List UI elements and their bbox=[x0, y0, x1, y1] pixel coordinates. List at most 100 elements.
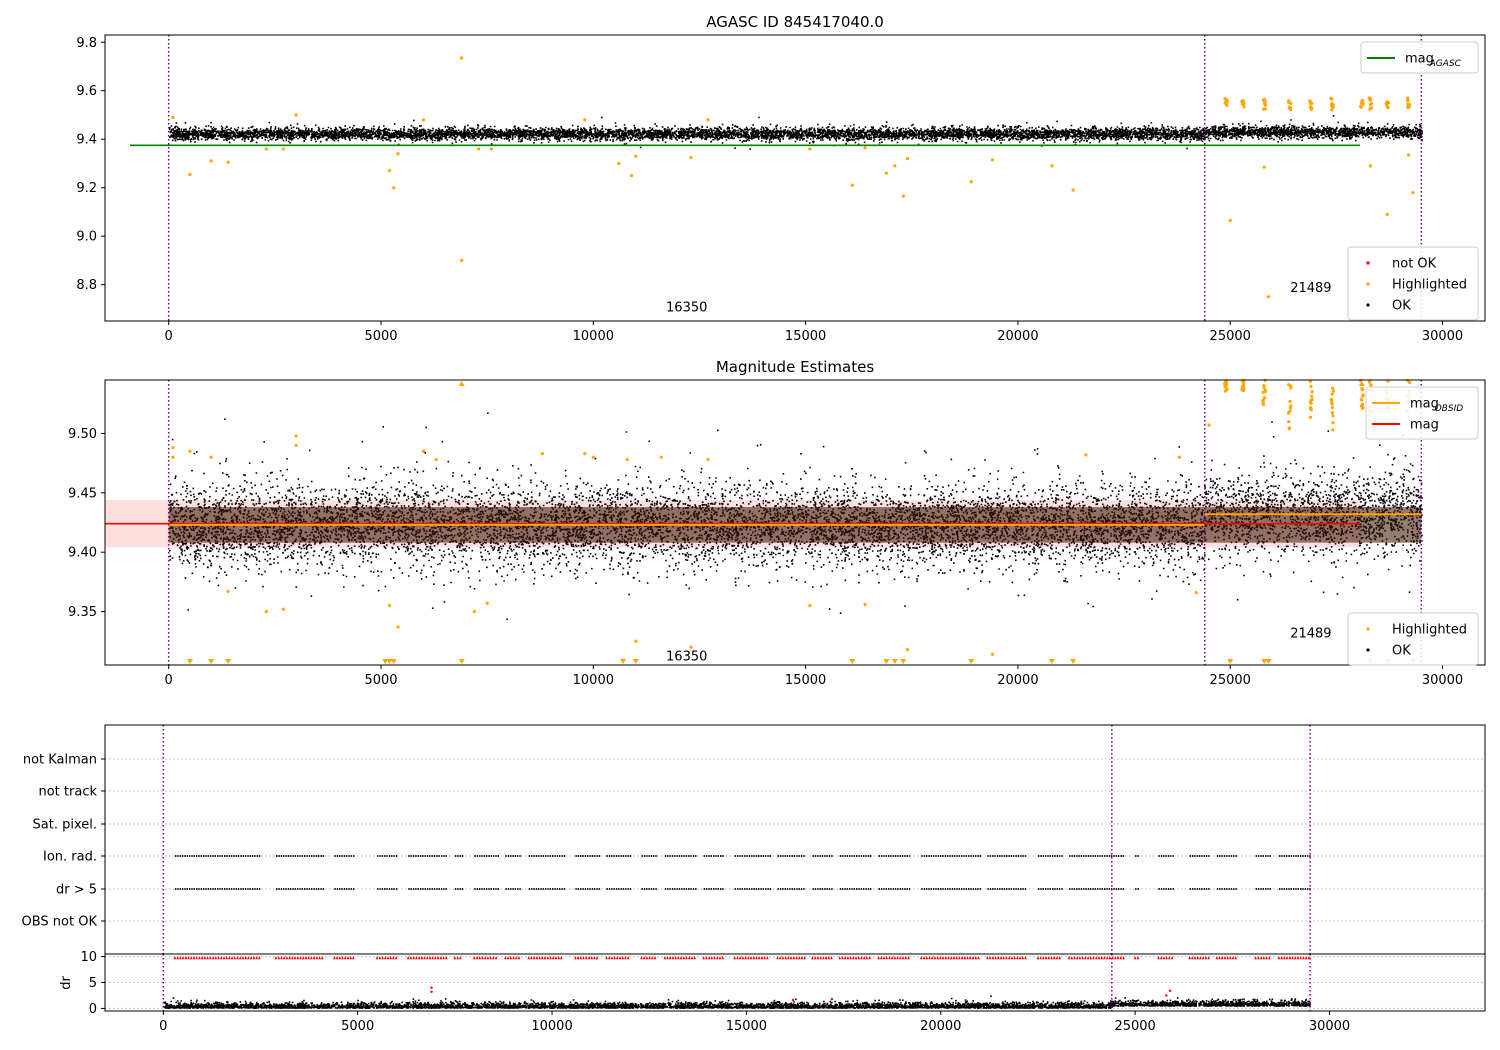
x-tick-label: 0 bbox=[159, 1019, 167, 1034]
x-tick-label: 30000 bbox=[1422, 673, 1463, 688]
y-tick-label: 9.0 bbox=[76, 230, 97, 245]
highlighted-point bbox=[1360, 388, 1364, 392]
highlighted-point bbox=[1385, 103, 1389, 107]
highlighted-point bbox=[477, 147, 481, 151]
highlighted-point bbox=[990, 158, 995, 162]
flag-row-label: not Kalman bbox=[23, 753, 97, 768]
flag-row-label: not track bbox=[38, 785, 97, 800]
y-tick-label: 9.8 bbox=[76, 36, 97, 51]
highlighted-point bbox=[1287, 420, 1291, 424]
flag-points bbox=[175, 855, 1311, 857]
x-tick-label: 15000 bbox=[785, 673, 826, 688]
highlighted-point bbox=[281, 147, 285, 151]
dr-outlier-point bbox=[430, 990, 433, 994]
highlighted-point bbox=[1308, 379, 1312, 383]
highlighted-point bbox=[905, 647, 910, 652]
highlighted-point bbox=[1177, 455, 1181, 459]
highlighted-point bbox=[634, 639, 638, 643]
y-tick-label: 9.6 bbox=[76, 84, 97, 99]
chart-title: Magnitude Estimates bbox=[716, 358, 874, 376]
highlighted-point bbox=[1310, 394, 1314, 398]
dr-outlier-point bbox=[830, 997, 834, 1001]
x-tick-label: 5000 bbox=[341, 1019, 374, 1034]
highlighted-point bbox=[1288, 106, 1292, 110]
out-of-range-down-marker bbox=[1261, 659, 1268, 664]
flags-panel: not Kalman not track Sat. pixel. Ion. rad. d… bbox=[22, 724, 1486, 955]
y-tick-label: 8.8 bbox=[76, 278, 97, 293]
y-tick-label: 9.45 bbox=[68, 486, 97, 501]
highlighted-point bbox=[706, 118, 710, 122]
highlighted-point bbox=[294, 113, 298, 117]
highlighted-point bbox=[1406, 153, 1411, 157]
magnitude-estimates-panel: 0 5000 10000 15000 20000 25000 30000 9.35 9.40 9.… bbox=[68, 358, 1486, 688]
highlighted-point bbox=[1242, 382, 1246, 386]
out-of-range-down-marker bbox=[208, 659, 215, 664]
highlighted-point bbox=[281, 607, 285, 611]
y-axis-label: dr bbox=[59, 976, 74, 990]
highlighted-point bbox=[1223, 101, 1227, 105]
highlighted-point bbox=[1331, 386, 1335, 390]
highlighted-point bbox=[1331, 414, 1335, 418]
axes-frame bbox=[104, 34, 1486, 322]
highlighted-point bbox=[1369, 383, 1373, 387]
highlighted-point bbox=[1266, 295, 1271, 299]
highlighted-point bbox=[1309, 408, 1313, 412]
x-tick-label: 20000 bbox=[920, 1019, 961, 1034]
highlighted-point bbox=[1368, 164, 1372, 168]
legend-label: Highlighted bbox=[1392, 623, 1467, 638]
highlighted-point bbox=[1309, 106, 1313, 110]
flag-row-label: dr > 5 bbox=[56, 883, 97, 898]
highlighted-point bbox=[1262, 165, 1266, 169]
highlighted-point bbox=[1263, 102, 1267, 106]
axes-frame bbox=[104, 379, 1486, 666]
flag-row-label: OBS not OK bbox=[22, 915, 98, 930]
highlighted-point bbox=[1369, 102, 1374, 106]
highlighted-point bbox=[1261, 98, 1265, 102]
highlighted-point bbox=[1360, 398, 1364, 402]
out-of-range-down-marker bbox=[900, 659, 907, 664]
highlighted-point bbox=[294, 434, 298, 438]
highlighted-point bbox=[1329, 103, 1334, 107]
highlighted-point bbox=[188, 172, 192, 176]
highlighted-point bbox=[1228, 218, 1232, 223]
highlighted-point bbox=[1288, 399, 1292, 404]
y-tick-label: 9.2 bbox=[76, 181, 97, 196]
highlighted-point bbox=[969, 180, 973, 184]
highlighted-point bbox=[1330, 392, 1334, 396]
legend-subscript: AGASC bbox=[1429, 59, 1462, 69]
highlighted-point bbox=[1084, 453, 1088, 457]
out-of-range-down-marker bbox=[225, 659, 232, 664]
highlighted-point bbox=[1406, 105, 1410, 109]
annotation: 16350 bbox=[666, 300, 707, 315]
highlighted-point bbox=[625, 457, 629, 462]
highlighted-point bbox=[171, 115, 175, 120]
highlighted-point bbox=[808, 604, 812, 608]
dr-points bbox=[163, 995, 1311, 1009]
highlighted-point bbox=[1407, 380, 1412, 384]
highlighted-point bbox=[1262, 386, 1266, 390]
highlighted-point bbox=[472, 609, 477, 614]
highlighted-point bbox=[396, 152, 400, 156]
x-tick-label: 30000 bbox=[1309, 1019, 1350, 1034]
highlighted-point bbox=[485, 601, 489, 605]
out-of-range-down-marker bbox=[1265, 659, 1272, 664]
highlighted-point bbox=[460, 56, 464, 60]
highlighted-point bbox=[1194, 590, 1198, 595]
highlighted-point bbox=[264, 147, 268, 151]
annotation: 16350 bbox=[666, 649, 707, 664]
legend-box bbox=[1365, 386, 1479, 440]
x-tick-label: 0 bbox=[165, 673, 173, 688]
highlighted-point bbox=[1224, 388, 1228, 392]
highlighted-point bbox=[1331, 428, 1335, 432]
x-tick-label: 10000 bbox=[573, 673, 614, 688]
y-tick-label: 5 bbox=[89, 976, 97, 991]
highlighted-point bbox=[1330, 108, 1334, 112]
ok-points bbox=[168, 115, 1423, 150]
highlighted-point bbox=[1406, 96, 1410, 100]
legend-dot-swatch bbox=[1366, 261, 1370, 265]
highlighted-point bbox=[1289, 384, 1293, 388]
out-of-range-down-marker bbox=[1048, 659, 1055, 664]
out-of-range-down-marker bbox=[390, 659, 397, 664]
y-tick-label: 9.4 bbox=[76, 133, 97, 148]
